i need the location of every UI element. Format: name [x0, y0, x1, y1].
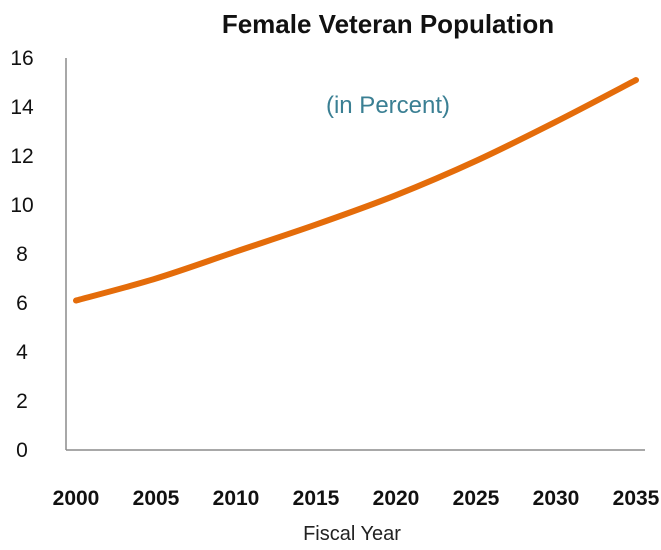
y-tick-label: 16 — [10, 47, 33, 70]
x-tick-labels: 2000 2005 2010 2015 2020 2025 2030 2035 — [53, 487, 660, 510]
y-tick-label: 12 — [10, 145, 33, 168]
y-tick-label: 14 — [10, 96, 34, 119]
data-point — [73, 298, 79, 304]
data-point — [633, 77, 639, 83]
y-tick-label: 8 — [16, 243, 28, 266]
y-tick-labels: 0 2 4 6 8 10 12 14 16 — [10, 47, 34, 462]
data-point — [473, 158, 479, 164]
data-point — [153, 276, 159, 282]
series-line-0 — [73, 77, 639, 304]
x-tick-label: 2005 — [133, 487, 180, 510]
y-tick-label: 0 — [16, 439, 28, 462]
x-tick-label: 2030 — [533, 487, 580, 510]
data-point — [313, 222, 319, 228]
y-tick-label: 10 — [10, 194, 33, 217]
data-point — [233, 249, 239, 255]
x-tick-label: 2035 — [613, 487, 660, 510]
data-point — [553, 119, 559, 125]
data-point — [393, 192, 399, 198]
y-tick-label: 6 — [16, 292, 28, 315]
chart-title: Female Veteran Population — [222, 9, 554, 39]
y-tick-label: 2 — [16, 390, 28, 413]
y-tick-label: 4 — [16, 341, 28, 364]
x-tick-label: 2025 — [453, 487, 500, 510]
series-layer — [73, 77, 639, 304]
chart-annotation: (in Percent) — [326, 92, 450, 119]
x-tick-label: 2010 — [213, 487, 260, 510]
x-tick-label: 2020 — [373, 487, 420, 510]
x-tick-label: 2015 — [293, 487, 340, 510]
x-tick-label: 2000 — [53, 487, 100, 510]
x-axis-label: Fiscal Year — [303, 523, 401, 545]
